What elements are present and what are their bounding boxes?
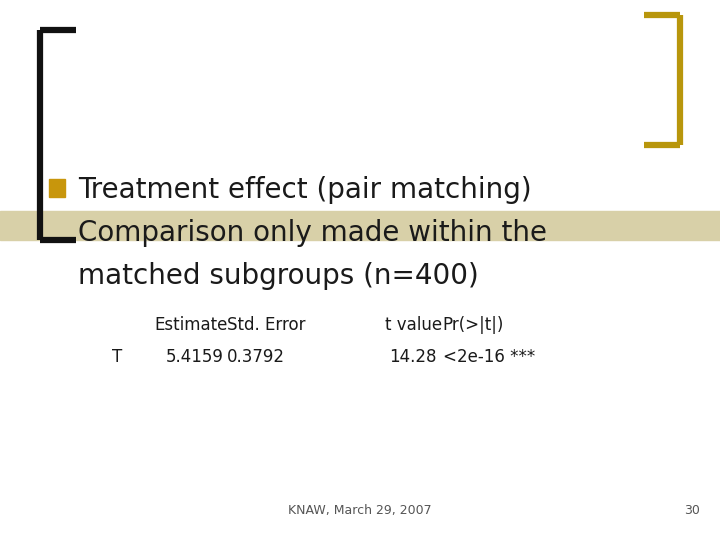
Text: Comparison only made within the: Comparison only made within the: [78, 219, 546, 247]
Text: Std. Error: Std. Error: [227, 316, 305, 334]
Text: 0.3792: 0.3792: [227, 348, 285, 366]
Text: t value: t value: [385, 316, 442, 334]
Text: matched subgroups (n=400): matched subgroups (n=400): [78, 262, 479, 290]
Text: <2e-16 ***: <2e-16 ***: [443, 348, 535, 366]
Text: KNAW, March 29, 2007: KNAW, March 29, 2007: [288, 504, 432, 517]
Text: 30: 30: [684, 504, 700, 517]
Text: 5.4159: 5.4159: [166, 348, 223, 366]
Bar: [49, 179, 65, 197]
Text: 14.28: 14.28: [389, 348, 436, 366]
Bar: [0, 211, 720, 240]
Text: Treatment effect (pair matching): Treatment effect (pair matching): [78, 176, 531, 204]
Text: Estimate: Estimate: [155, 316, 228, 334]
Text: Pr(>|t|): Pr(>|t|): [443, 316, 504, 334]
Text: T: T: [112, 348, 122, 366]
